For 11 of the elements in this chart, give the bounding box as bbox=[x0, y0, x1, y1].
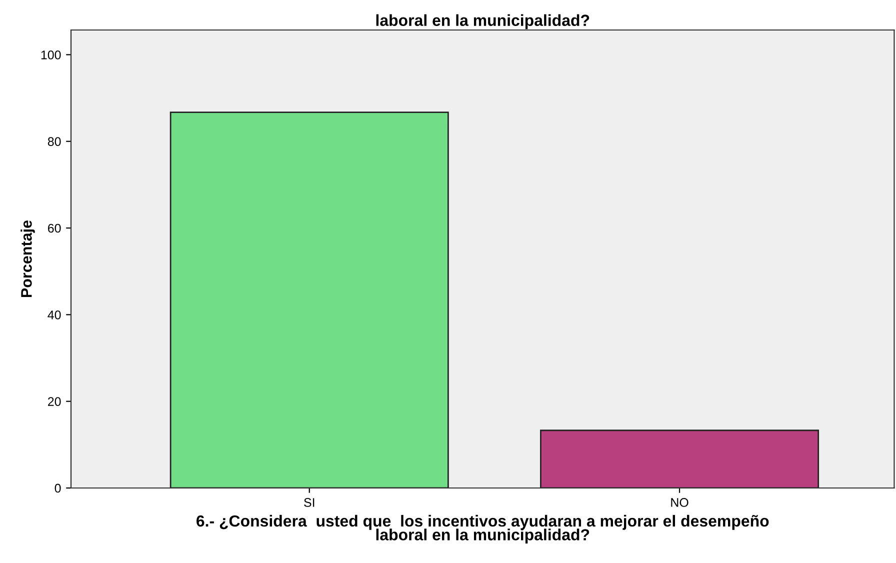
x-axis-title: 6.- ¿Considera usted que los incentivos ayudaran a mejorar el desempeño laboral en la municipalidad? bbox=[196, 514, 769, 544]
y-tick-label: 40 bbox=[48, 310, 61, 320]
y-tick-label: 60 bbox=[48, 224, 61, 233]
chart-title: laboral en la municipalidad? bbox=[376, 14, 590, 30]
y-tick-label: 0 bbox=[54, 484, 61, 493]
x-tick-label: SI bbox=[304, 498, 314, 507]
y-tick-label: 80 bbox=[48, 137, 61, 146]
x-tick-label: NO bbox=[671, 498, 688, 507]
y-tick-label: 20 bbox=[48, 397, 61, 406]
y-axis-title: Porcentaje bbox=[20, 220, 35, 298]
y-tick-label: 100 bbox=[41, 50, 61, 60]
